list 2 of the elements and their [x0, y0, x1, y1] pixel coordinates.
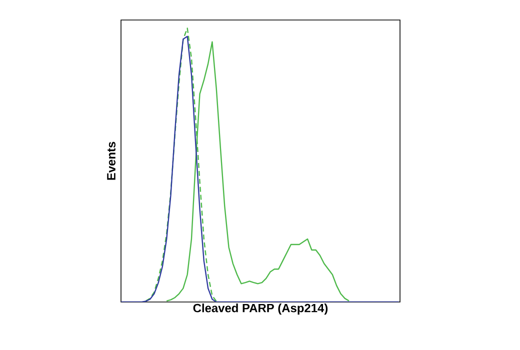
y-axis-title: Events — [107, 142, 116, 180]
x-axis-title: Cleaved PARP (Asp214) — [193, 304, 328, 315]
